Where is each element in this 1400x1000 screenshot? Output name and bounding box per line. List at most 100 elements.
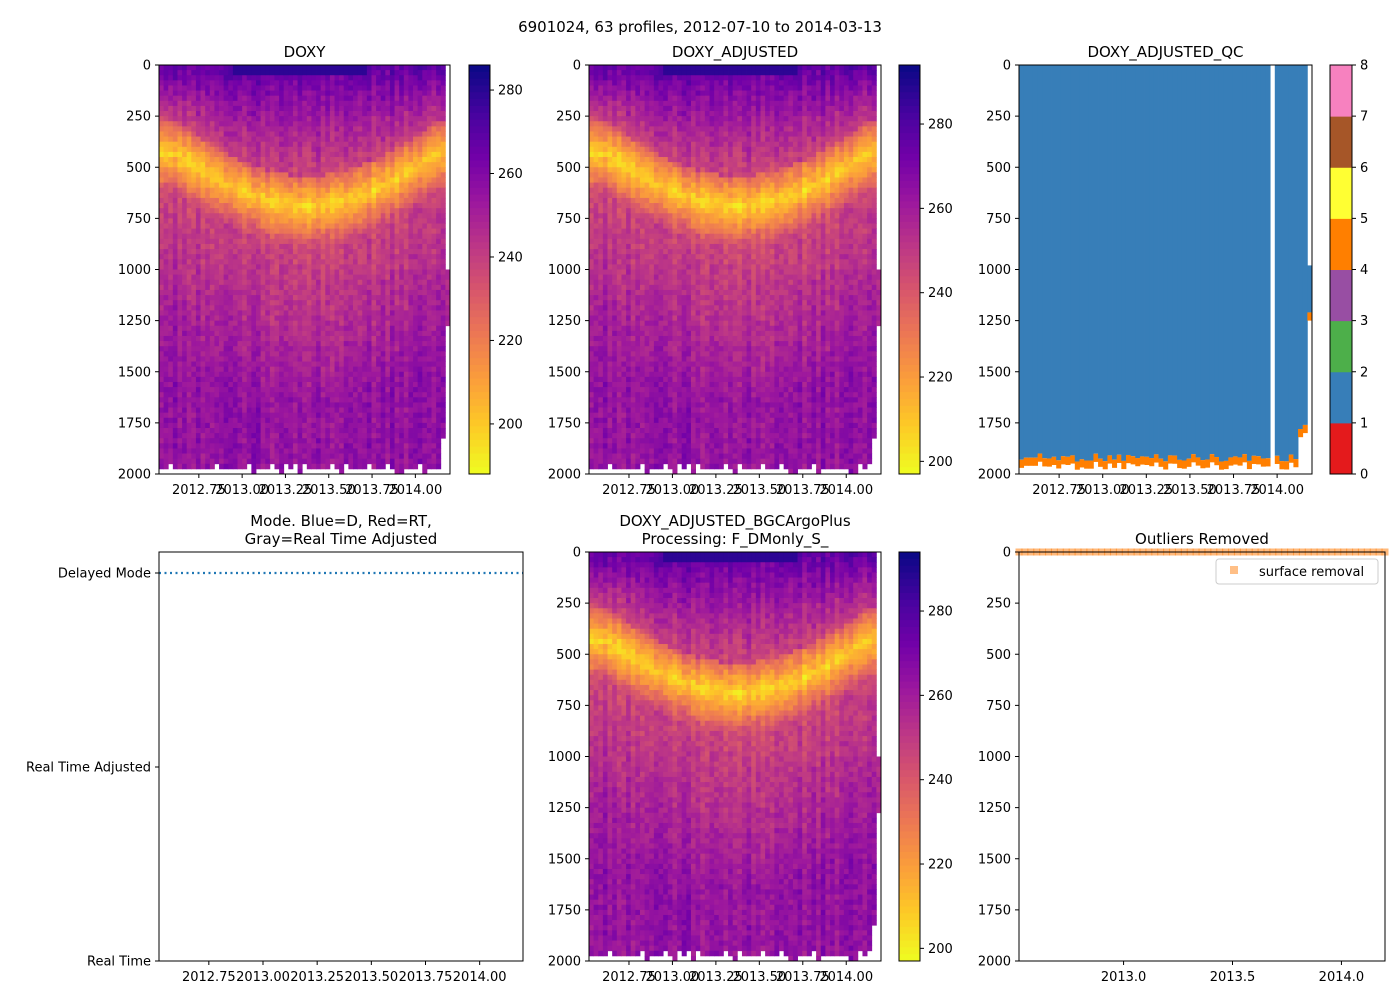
heat-cell	[279, 270, 284, 276]
heat-cell	[201, 70, 206, 76]
heat-cell	[302, 167, 307, 173]
heat-cell	[224, 321, 229, 327]
heat-cell	[302, 126, 307, 132]
heat-cell	[214, 310, 219, 316]
heat-cell	[173, 75, 178, 81]
heat-cell	[168, 336, 173, 342]
heat-cell	[298, 310, 303, 316]
heat-cell	[265, 382, 270, 388]
heat-cell	[256, 249, 261, 255]
heat-cell	[196, 203, 201, 209]
heat-cell	[284, 310, 289, 316]
heat-cell	[228, 326, 233, 332]
heat-cell	[274, 183, 279, 189]
heat-cell	[284, 433, 289, 439]
heat-cell	[159, 372, 164, 378]
heat-cell	[159, 229, 164, 235]
heat-cell	[270, 80, 275, 86]
heat-cell	[187, 85, 192, 91]
heat-cell	[233, 137, 238, 143]
heat-cell	[159, 172, 164, 178]
heat-cell	[238, 254, 243, 260]
heat-cell	[219, 454, 224, 460]
heat-cell	[247, 346, 252, 352]
heat-cell	[187, 459, 192, 465]
heat-cell	[210, 147, 215, 153]
heat-cell	[251, 96, 256, 102]
heat-cell	[288, 321, 293, 327]
heat-cell	[159, 131, 164, 137]
heat-cell	[270, 392, 275, 398]
heat-cell	[224, 382, 229, 388]
heat-cell	[201, 239, 206, 245]
heat-cell	[219, 80, 224, 86]
heat-cell	[274, 443, 279, 449]
heat-cell	[210, 290, 215, 296]
heat-cell	[164, 300, 169, 306]
heat-cell	[242, 356, 247, 362]
heat-cell	[164, 75, 169, 81]
heat-cell	[265, 433, 270, 439]
heat-cell	[173, 336, 178, 342]
heat-cell	[196, 213, 201, 219]
heat-cell	[261, 321, 266, 327]
heat-cell	[261, 152, 266, 158]
heat-cell	[173, 341, 178, 347]
heat-cell	[261, 351, 266, 357]
heat-cell	[219, 408, 224, 414]
heat-cell	[238, 295, 243, 301]
heat-cell	[238, 305, 243, 311]
heat-cell	[214, 188, 219, 194]
heat-cell	[270, 362, 275, 368]
heat-cell	[219, 193, 224, 199]
heat-cell	[284, 172, 289, 178]
heat-cell	[251, 367, 256, 373]
heat-cell	[251, 433, 256, 439]
heat-cell	[196, 295, 201, 301]
heat-cell	[307, 177, 312, 183]
heat-cell	[191, 152, 196, 158]
heat-cell	[247, 218, 252, 224]
heat-cell	[228, 336, 233, 342]
heat-cell	[288, 80, 293, 86]
heat-cell	[214, 280, 219, 286]
heat-cell	[288, 459, 293, 465]
heat-cell	[228, 116, 233, 122]
heat-cell	[187, 408, 192, 414]
heat-cell	[228, 290, 233, 296]
heat-cell	[191, 382, 196, 388]
heat-cell	[182, 326, 187, 332]
heat-cell	[201, 295, 206, 301]
heat-cell	[177, 367, 182, 373]
heat-cell	[164, 70, 169, 76]
heat-cell	[168, 362, 173, 368]
heat-cell	[302, 418, 307, 424]
heat-cell	[251, 341, 256, 347]
heat-cell	[270, 244, 275, 250]
heat-cell	[177, 121, 182, 127]
heat-cell	[298, 408, 303, 414]
heat-cell	[302, 172, 307, 178]
heat-cell	[238, 91, 243, 97]
heat-cell	[177, 152, 182, 158]
heat-cell	[251, 223, 256, 229]
heat-cell	[164, 193, 169, 199]
heat-cell	[238, 80, 243, 86]
heat-cell	[214, 229, 219, 235]
heat-cell	[242, 275, 247, 281]
heat-cell	[284, 356, 289, 362]
heat-cell	[247, 147, 252, 153]
heat-cell	[196, 85, 201, 91]
heat-cell	[261, 392, 266, 398]
heat-cell	[224, 177, 229, 183]
heat-cell	[224, 106, 229, 112]
heat-cell	[182, 70, 187, 76]
heat-cell	[279, 443, 284, 449]
heat-cell	[173, 157, 178, 163]
heat-cell	[288, 213, 293, 219]
heat-cell	[247, 402, 252, 408]
heat-cell	[219, 464, 224, 470]
heat-cell	[288, 75, 293, 81]
heat-cell	[256, 65, 261, 71]
heat-cell	[201, 336, 206, 342]
